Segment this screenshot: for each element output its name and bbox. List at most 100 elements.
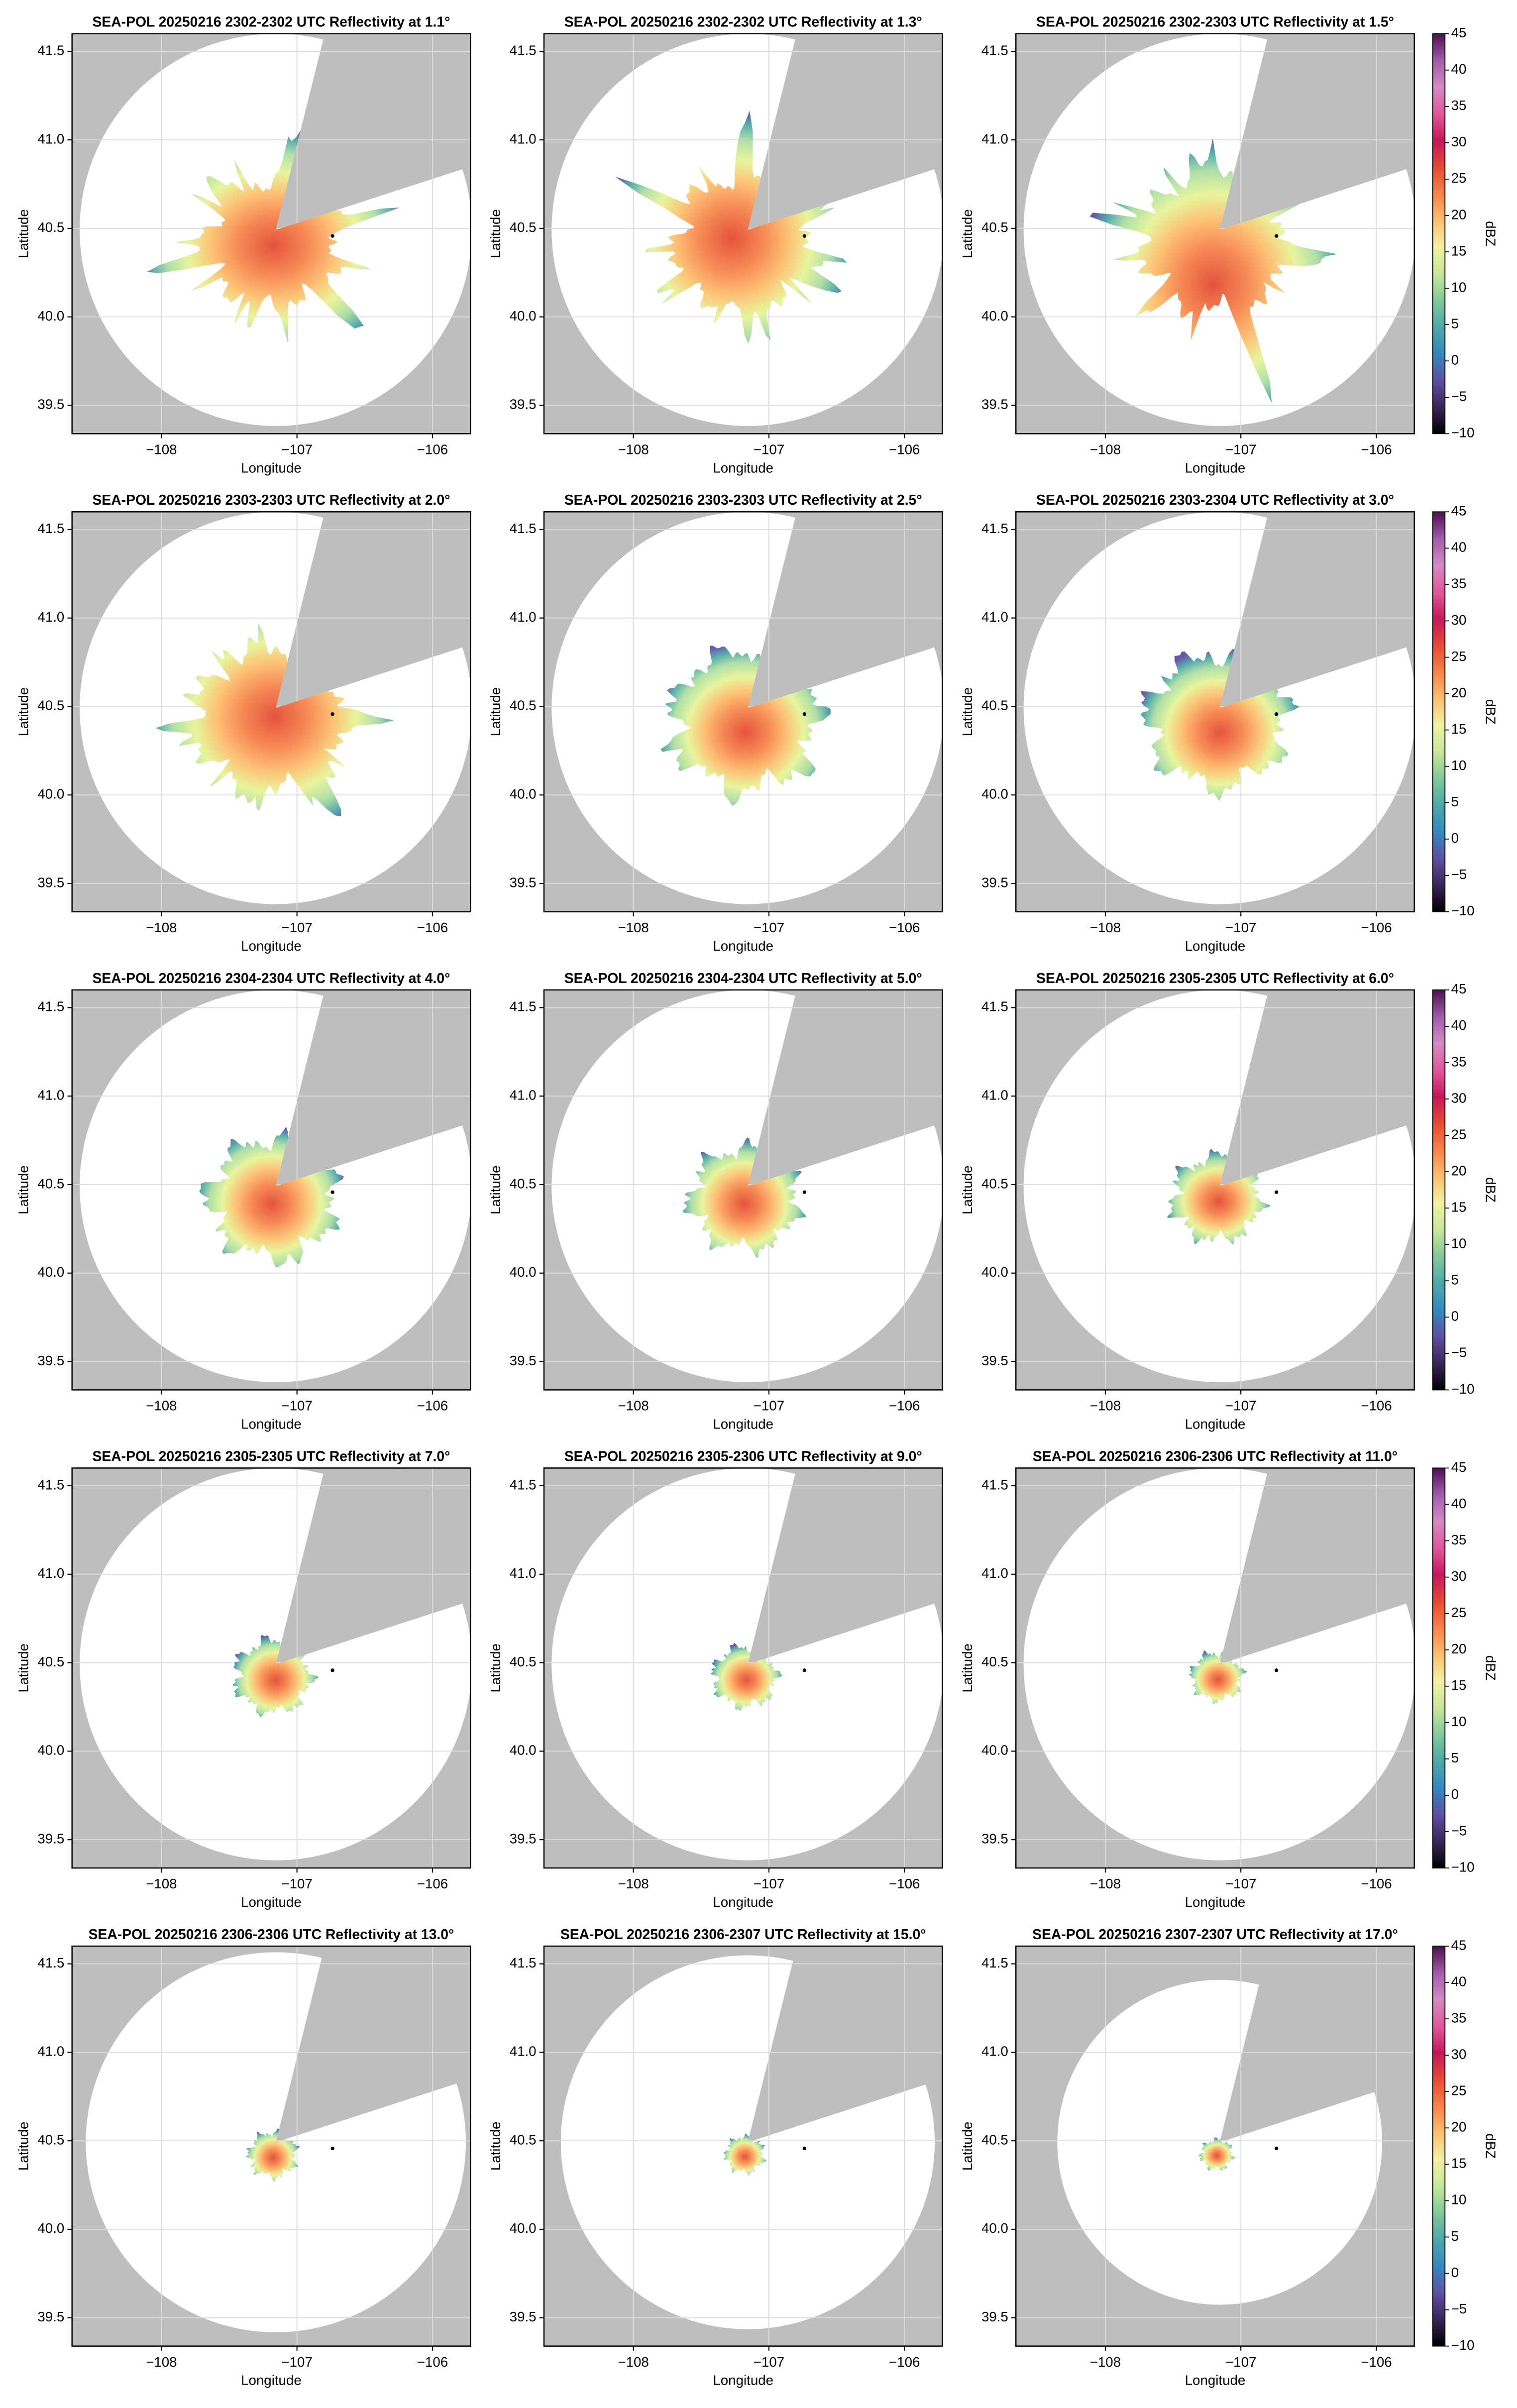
colorbar-tick-label: 0 — [1451, 1786, 1459, 1802]
colorbar-tick-label: 10 — [1451, 279, 1467, 295]
y-axis-label: Latitude — [16, 1643, 31, 1693]
y-axis-label: Latitude — [16, 1165, 31, 1214]
x-axis-label: Longitude — [713, 460, 773, 475]
x-tick-label: −106 — [889, 2354, 920, 2370]
x-tick-label: −107 — [281, 1876, 312, 1891]
x-axis-label: Longitude — [713, 938, 773, 954]
y-tick-label: 39.5 — [37, 1353, 64, 1368]
site-marker — [330, 1668, 334, 1672]
site-marker — [330, 2146, 334, 2151]
plot-area — [72, 1468, 471, 1868]
y-axis-label: Latitude — [960, 1643, 975, 1693]
colorbar-tick-label: 45 — [1451, 25, 1467, 40]
colorbar — [1432, 33, 1446, 435]
echo — [615, 110, 849, 344]
x-tick-label: −108 — [618, 1876, 649, 1891]
colorbar-tick-label: −5 — [1451, 1823, 1467, 1838]
y-tick-label: 39.5 — [981, 875, 1008, 890]
y-tick-label: 41.0 — [981, 2044, 1008, 2059]
y-tick-label: 40.5 — [510, 2132, 537, 2147]
x-tick-label: −108 — [146, 2354, 177, 2370]
y-axis-label: Latitude — [960, 1165, 975, 1214]
colorbar-tick-label: 15 — [1451, 1200, 1467, 1215]
axes-frame — [1015, 1467, 1415, 1869]
x-tick-label: −106 — [889, 1876, 920, 1891]
panel: −108 −107 −106 39.5 40.0 40.5 41.0 41.5 SEA-POL … — [960, 1448, 1498, 1910]
y-tick-label: 40.0 — [37, 1743, 64, 1758]
y-tick-label: 40.0 — [510, 1264, 537, 1280]
colorbar-tick-label: 25 — [1451, 1126, 1467, 1142]
colorbar-tick-label: 40 — [1451, 61, 1467, 77]
plot-area — [543, 1468, 943, 1868]
x-axis-label: Longitude — [1185, 2373, 1246, 2388]
colorbar — [1432, 989, 1446, 1391]
x-tick-label: −108 — [618, 441, 649, 457]
x-axis-label: Longitude — [241, 2373, 302, 2388]
y-tick-label: 41.0 — [510, 609, 537, 625]
x-tick-label: −108 — [1090, 920, 1121, 935]
y-tick-label: 39.5 — [37, 397, 64, 412]
y-tick-label: 41.5 — [510, 1477, 537, 1492]
y-tick-label: 40.5 — [981, 2132, 1008, 2147]
x-tick-label: −108 — [1090, 1876, 1121, 1891]
chart-title: SEA-POL 20250216 2302-2302 UTC Reflectiv… — [92, 14, 450, 30]
x-tick-label: −108 — [618, 920, 649, 935]
x-axis-label: Longitude — [241, 1894, 302, 1910]
x-tick-label: −107 — [1225, 920, 1256, 935]
plot-area — [1016, 512, 1414, 912]
chart-title: SEA-POL 20250216 2307-2307 UTC Reflectiv… — [1032, 1927, 1398, 1943]
colorbar-tick-label: 20 — [1451, 1641, 1467, 1656]
y-axis-label: Latitude — [16, 2122, 31, 2171]
x-tick-label: −106 — [1361, 1398, 1392, 1414]
colorbar-tick-label: −5 — [1451, 389, 1467, 404]
y-axis-label: Latitude — [16, 687, 31, 737]
y-tick-label: 39.5 — [510, 1353, 537, 1368]
x-tick-label: −108 — [146, 1398, 177, 1414]
x-tick-label: −106 — [889, 1398, 920, 1414]
x-tick-label: −107 — [281, 2354, 312, 2370]
echo — [1189, 1649, 1247, 1705]
colorbar-tick-label: −10 — [1451, 903, 1475, 918]
panel: −108 −107 −106 39.5 40.0 40.5 41.0 41.5 SEA-POL … — [488, 971, 943, 1432]
x-tick-label: −107 — [281, 1398, 312, 1414]
echo-group — [711, 1642, 782, 1711]
x-tick-label: −106 — [417, 2354, 448, 2370]
y-tick-label: 41.0 — [510, 1565, 537, 1581]
echo-group — [1189, 1649, 1247, 1705]
colorbar-tick-label: 35 — [1451, 98, 1467, 113]
x-axis-label: Longitude — [713, 1894, 773, 1910]
colorbar-label: dBZ — [1483, 699, 1498, 725]
axes-frame — [543, 33, 943, 435]
y-tick-label: 40.0 — [510, 1743, 537, 1758]
x-tick-label: −108 — [146, 441, 177, 457]
plot-area — [72, 512, 471, 912]
panel: −108 −107 −106 39.5 40.0 40.5 41.0 41.5 SEA-POL … — [488, 492, 943, 954]
x-tick-label: −106 — [1361, 441, 1392, 457]
x-axis-label: Longitude — [1185, 938, 1246, 954]
echo-group — [155, 595, 394, 817]
y-tick-label: 40.5 — [37, 1176, 64, 1191]
x-axis-label: Longitude — [241, 460, 302, 475]
colorbar-tick-label: 25 — [1451, 1605, 1467, 1620]
colorbar-label: dBZ — [1483, 1655, 1498, 1681]
colorbar-tick-label: −10 — [1451, 2337, 1475, 2353]
chart-title: SEA-POL 20250216 2306-2306 UTC Reflectiv… — [1033, 1448, 1398, 1464]
chart-title: SEA-POL 20250216 2305-2305 UTC Reflectiv… — [92, 1448, 450, 1464]
colorbar-tick-label: 30 — [1451, 1090, 1467, 1105]
y-tick-label: 40.0 — [37, 308, 64, 324]
colorbar-tick-label: 20 — [1451, 1163, 1467, 1178]
chart-title: SEA-POL 20250216 2304-2304 UTC Reflectiv… — [564, 971, 922, 986]
axes-frame — [71, 1467, 471, 1869]
colorbar-tick-label: 20 — [1451, 2119, 1467, 2135]
site-marker — [1274, 2146, 1279, 2151]
x-axis-label: Longitude — [1185, 460, 1246, 475]
panel: −108 −107 −106 39.5 40.0 40.5 41.0 41.5 SEA-POL … — [488, 1448, 943, 1910]
colorbar-tick-label: 20 — [1451, 207, 1467, 222]
axes-frame — [543, 989, 943, 1391]
echo-group — [246, 2128, 300, 2182]
chart-title: SEA-POL 20250216 2305-2305 UTC Reflectiv… — [1036, 971, 1394, 986]
colorbar-tick-label: 5 — [1451, 1272, 1459, 1288]
y-tick-label: 41.5 — [981, 43, 1008, 58]
y-tick-label: 40.0 — [981, 2220, 1008, 2236]
